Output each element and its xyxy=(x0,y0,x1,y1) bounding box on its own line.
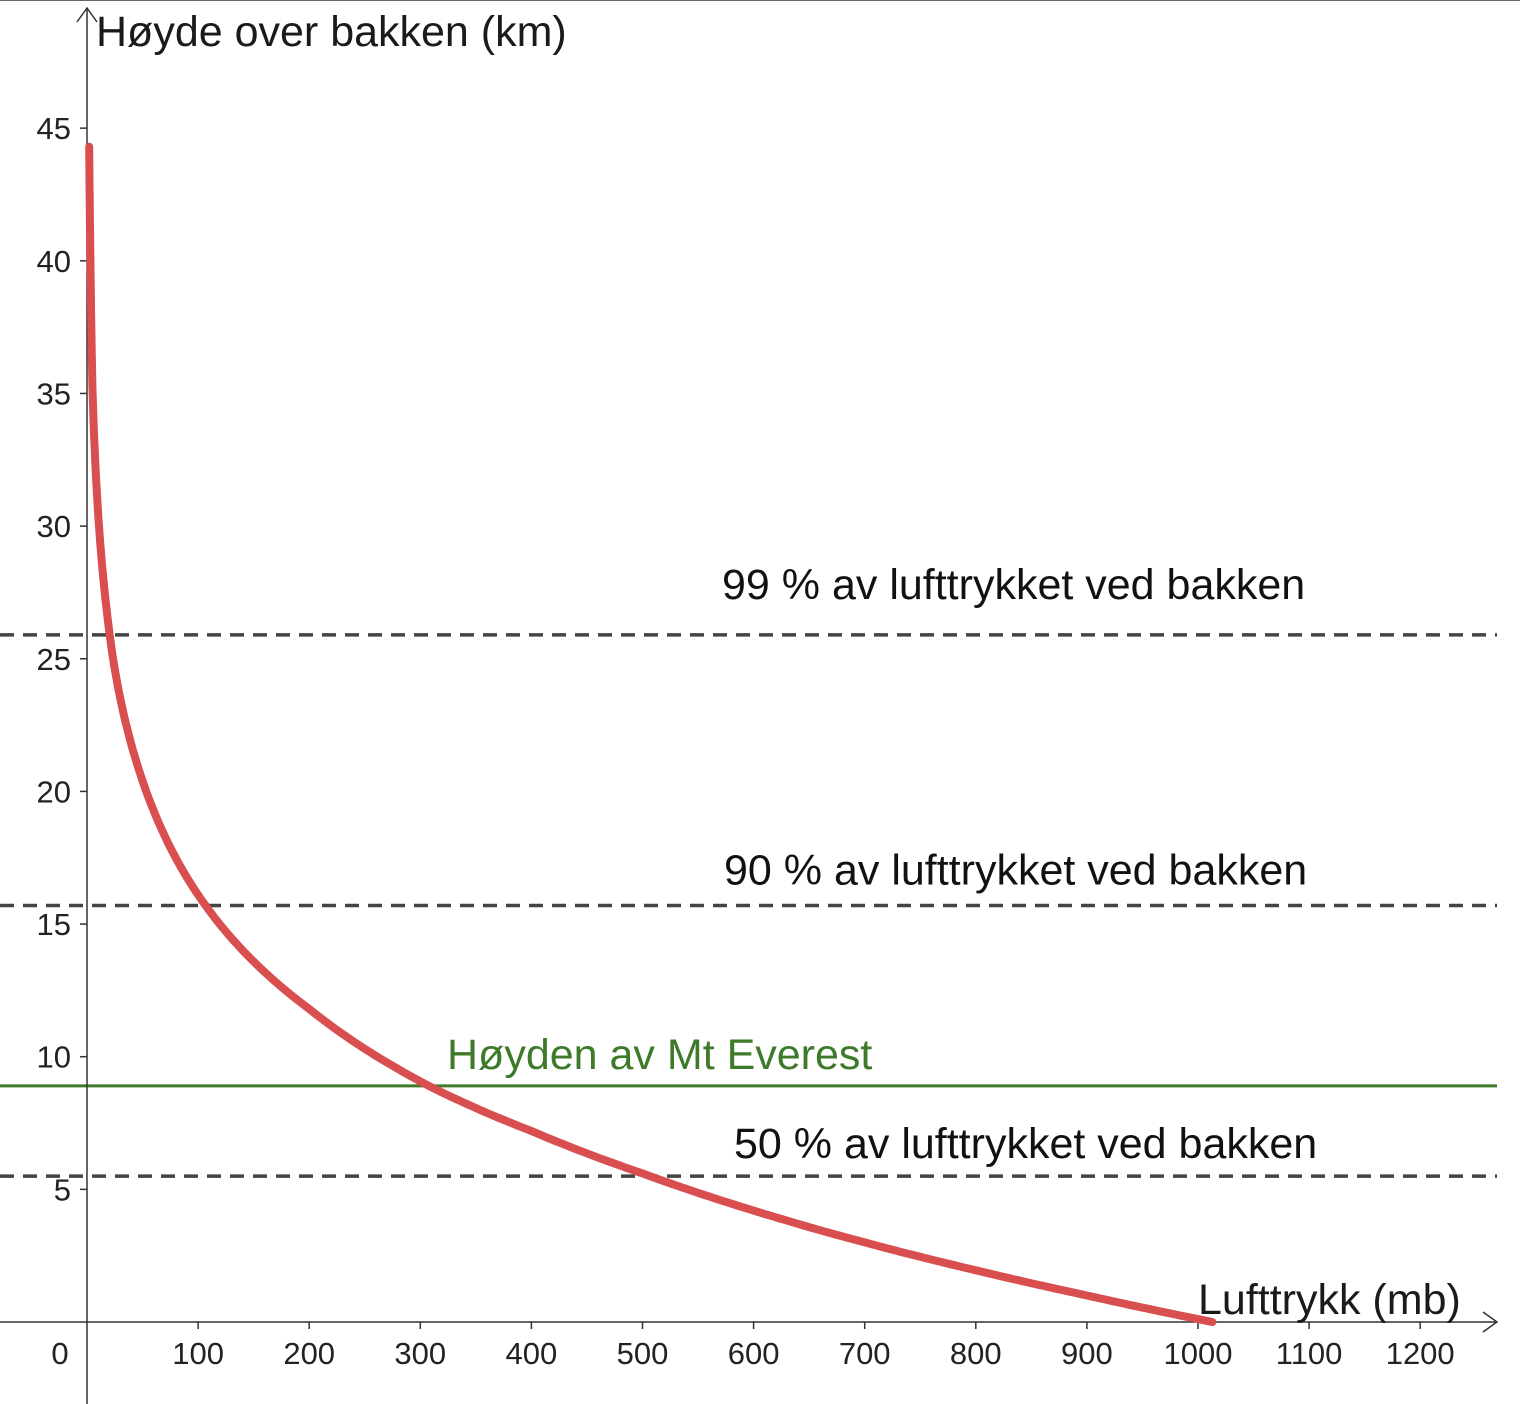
x-tick-label: 800 xyxy=(950,1336,1002,1371)
origin-label: 0 xyxy=(51,1336,68,1371)
data-series xyxy=(85,142,1217,1326)
x-axis-title: Lufttrykk (mb) xyxy=(1198,1276,1461,1324)
y-axis-arrow xyxy=(76,6,98,23)
y-axis-title: Høyde over bakken (km) xyxy=(96,8,567,56)
y-tick-label: 10 xyxy=(37,1040,71,1075)
x-tick-label: 1000 xyxy=(1164,1336,1233,1371)
reference-line-label: 99 % av lufttrykket ved bakken xyxy=(722,561,1305,609)
x-tick-label: 100 xyxy=(172,1336,224,1371)
x-tick-label: 1200 xyxy=(1386,1336,1455,1371)
y-tick-label: 15 xyxy=(37,907,71,942)
x-tick-label: 200 xyxy=(283,1336,335,1371)
y-tick-label: 40 xyxy=(37,244,71,279)
x-tick-label: 300 xyxy=(394,1336,446,1371)
x-tick-label: 1100 xyxy=(1276,1336,1343,1371)
y-tick-label: 35 xyxy=(37,376,71,411)
reference-lines xyxy=(0,633,1497,1178)
pressure-altitude-curve xyxy=(85,142,1217,1326)
reference-line-label: 90 % av lufttrykket ved bakken xyxy=(724,846,1307,894)
x-tick-label: 400 xyxy=(506,1336,558,1371)
x-axis-arrow xyxy=(1482,1311,1499,1333)
y-tick-label: 20 xyxy=(37,774,71,809)
annotations: 99 % av lufttrykket ved bakken 90 % av lu… xyxy=(447,561,1317,1168)
axes: 100 200 300 400 500 600 700 800 900 1000 1100 1200 0… xyxy=(0,6,1499,1404)
reference-line-label: 50 % av lufttrykket ved bakken xyxy=(734,1120,1317,1168)
y-tick-label: 45 xyxy=(37,111,71,146)
y-tick-label: 25 xyxy=(37,642,71,677)
x-tick-label: 600 xyxy=(728,1336,780,1371)
reference-line-label: Høyden av Mt Everest xyxy=(447,1031,872,1079)
x-tick-label: 500 xyxy=(617,1336,669,1371)
y-tick-label: 5 xyxy=(54,1172,71,1207)
x-tick-label: 900 xyxy=(1061,1336,1113,1371)
y-tick-label: 30 xyxy=(37,509,71,544)
x-tick-label: 700 xyxy=(839,1336,891,1371)
